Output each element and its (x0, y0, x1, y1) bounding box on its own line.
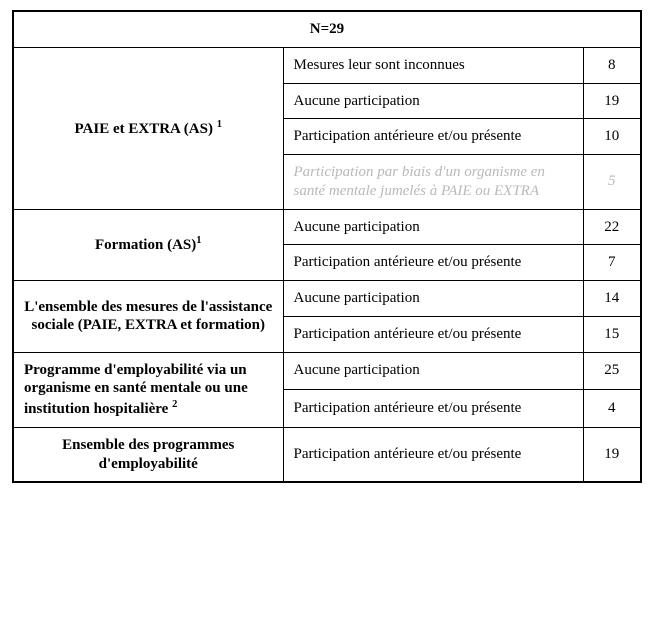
row-description: Participation antérieure et/ou présente (283, 245, 583, 281)
row-description: Participation par biais d'un organisme e… (283, 155, 583, 210)
data-table: N=29 PAIE et EXTRA (AS) 1Mesures leur so… (12, 10, 642, 483)
table-row: L'ensemble des mesures de l'assistance s… (13, 281, 641, 317)
table-row: PAIE et EXTRA (AS) 1Mesures leur sont in… (13, 47, 641, 83)
table-row: Ensemble des programmes d'employabilitéP… (13, 427, 641, 482)
row-description: Participation antérieure et/ou présente (283, 119, 583, 155)
section-label: Formation (AS)1 (13, 209, 283, 281)
section-label: PAIE et EXTRA (AS) 1 (13, 47, 283, 209)
row-value: 7 (583, 245, 641, 281)
row-description: Aucune participation (283, 352, 583, 390)
row-description: Participation antérieure et/ou présente (283, 316, 583, 352)
row-value: 19 (583, 83, 641, 119)
table-row: Programme d'employabilité via un organis… (13, 352, 641, 390)
row-description: Participation antérieure et/ou présente (283, 427, 583, 482)
row-value: 14 (583, 281, 641, 317)
row-value: 5 (583, 155, 641, 210)
row-value: 22 (583, 209, 641, 245)
row-value: 19 (583, 427, 641, 482)
table-body: PAIE et EXTRA (AS) 1Mesures leur sont in… (13, 47, 641, 482)
section-label: L'ensemble des mesures de l'assistance s… (13, 281, 283, 353)
row-value: 4 (583, 390, 641, 428)
row-description: Aucune participation (283, 83, 583, 119)
row-value: 25 (583, 352, 641, 390)
row-value: 10 (583, 119, 641, 155)
row-value: 15 (583, 316, 641, 352)
section-label: Programme d'employabilité via un organis… (13, 352, 283, 427)
section-label: Ensemble des programmes d'employabilité (13, 427, 283, 482)
row-description: Mesures leur sont inconnues (283, 47, 583, 83)
row-description: Aucune participation (283, 209, 583, 245)
row-value: 8 (583, 47, 641, 83)
table-header: N=29 (13, 11, 641, 47)
row-description: Aucune participation (283, 281, 583, 317)
table-row: Formation (AS)1Aucune participation22 (13, 209, 641, 245)
row-description: Participation antérieure et/ou présente (283, 390, 583, 428)
